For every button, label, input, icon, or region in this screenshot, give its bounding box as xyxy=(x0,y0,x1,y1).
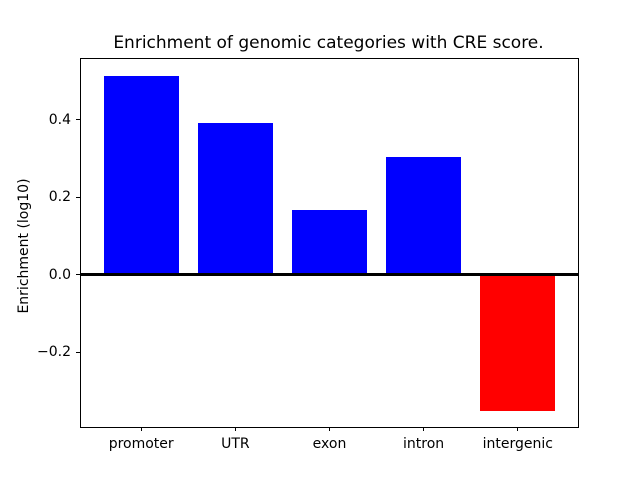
y-tick-label-0.0: 0.0 xyxy=(48,266,71,283)
x-tick-label-UTR: UTR xyxy=(221,436,250,452)
x-axis-tick xyxy=(140,427,142,431)
x-tick-label-promoter: promoter xyxy=(108,436,174,452)
y-axis-tick xyxy=(76,274,80,276)
bar-intron xyxy=(386,156,462,275)
x-tick-label-intron: intron xyxy=(403,436,445,452)
chart-title: Enrichment of genomic categories with CR… xyxy=(113,33,544,53)
x-axis-tick xyxy=(234,427,236,431)
x-axis-tick xyxy=(329,427,330,431)
y-tick-label-0.4: 0.4 xyxy=(48,111,71,128)
bar-UTR xyxy=(197,122,273,275)
x-tick-label-intergenic: intergenic xyxy=(482,436,553,452)
bar-promoter xyxy=(103,75,179,275)
bar-exon xyxy=(291,210,368,275)
y-tick-label-−0.2: −0.2 xyxy=(37,344,71,361)
bar-intergenic xyxy=(480,274,556,411)
x-axis-tick xyxy=(517,427,519,431)
y-axis-tick xyxy=(76,351,80,353)
y-tick-label-0.2: 0.2 xyxy=(48,189,71,205)
zero-line xyxy=(81,273,578,277)
x-tick-label-exon: exon xyxy=(312,436,347,452)
y-axis-tick xyxy=(76,119,80,120)
x-axis-tick xyxy=(423,427,425,431)
plot-area: −0.2 0.0 0.2 0.4 promoter UTR exon intron interg… xyxy=(37,58,579,452)
y-axis-tick xyxy=(76,196,80,198)
